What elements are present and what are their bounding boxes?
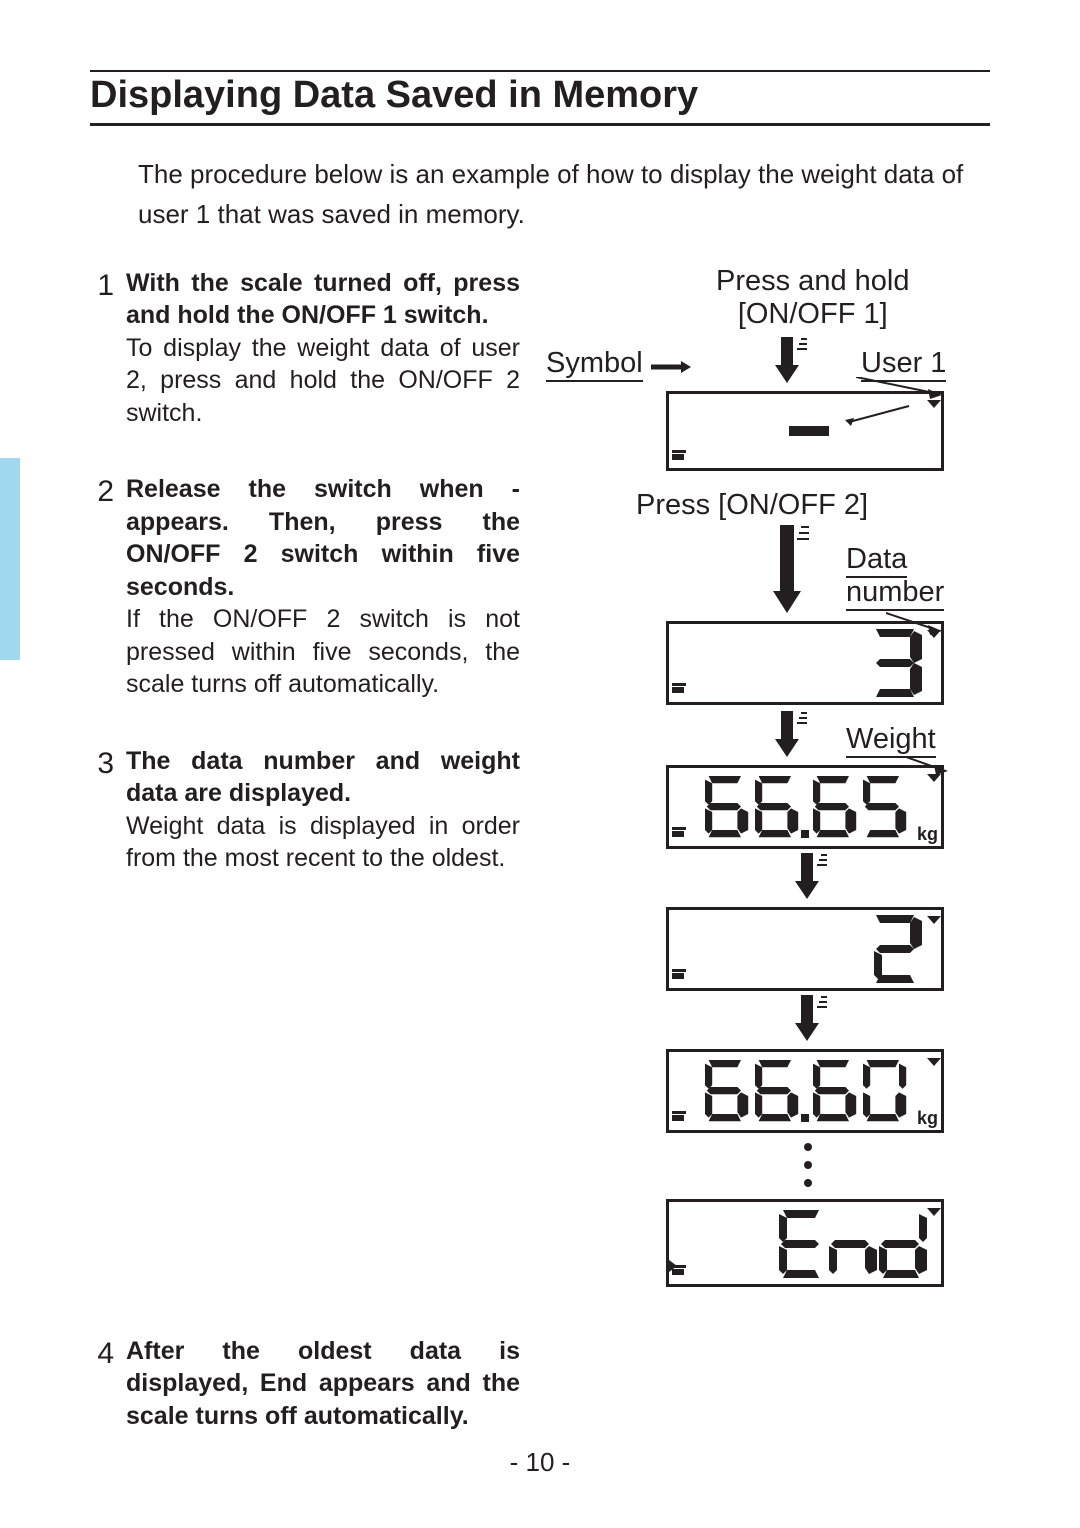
section-title: Displaying Data Saved in Memory [90,74,990,126]
down-arrow-icon [771,337,811,385]
step-3: 3 The data number and weight data are di… [90,745,520,875]
label-text: Press and hold [716,265,909,297]
page-content: Displaying Data Saved in Memory The proc… [0,0,1080,1516]
step-desc: Weight data is displayed in order from t… [126,812,520,873]
diagram-column: Press and hold [ON/OFF 1] Symbol [546,267,990,1477]
step-body: Release the switch when - appears. Then,… [126,473,520,701]
label-data-number: Data number [846,543,944,609]
label-press-hold: Press and hold [ON/OFF 1] [716,265,909,331]
step-number: 3 [90,745,114,875]
content-row: 1 With the scale turned off, press and h… [90,267,990,1477]
pointer-line-icon [856,377,956,407]
label-text: [ON/OFF 1] [738,298,888,330]
pointer-line-icon [906,755,956,779]
step-2: 2 Release the switch when - appears. The… [90,473,520,701]
pointer-line-icon [886,611,956,641]
step-body: The data number and weight data are disp… [126,745,520,875]
lcd-end [666,1199,944,1287]
step-4: 4 After the oldest data is displayed, En… [90,1335,520,1433]
step-body: After the oldest data is displayed, End … [126,1335,520,1433]
step-body: With the scale turned off, press and hol… [126,267,520,430]
ellipsis-icon [802,1141,814,1191]
lcd-weight-1: kg [666,765,944,849]
step-head: Release the switch when - appears. Then,… [126,475,520,601]
down-arrow-icon [791,853,831,901]
down-arrow-icon [771,711,811,759]
label-weight: Weight [846,723,936,756]
steps-column: 1 With the scale turned off, press and h… [90,267,520,1477]
arrow-right-icon [651,359,691,375]
svg-text:kg: kg [917,1108,938,1128]
label-text: Data [846,543,907,578]
down-arrow-icon [771,525,815,615]
step-head: After the oldest data is displayed, End … [126,1337,520,1430]
step-desc: To display the weight data of user 2, pr… [126,334,520,427]
page-number: - 10 - [0,1447,1080,1478]
label-press-onoff2: Press [ON/OFF 2] [636,489,868,522]
label-text: number [846,576,944,611]
label-text: Symbol [546,347,643,382]
intro-text: The procedure below is an example of how… [90,154,990,235]
down-arrow-icon [791,995,831,1043]
diagram: Press and hold [ON/OFF 1] Symbol [546,267,990,1427]
lcd-weight-2: kg [666,1049,944,1133]
side-tab [0,458,20,660]
svg-text:kg: kg [917,824,938,844]
step-1: 1 With the scale turned off, press and h… [90,267,520,430]
top-rule [90,70,990,72]
step-number: 2 [90,473,114,701]
step-number: 4 [90,1335,114,1433]
label-user1: User 1 [861,347,946,380]
step-head: The data number and weight data are disp… [126,747,520,808]
step-head: With the scale turned off, press and hol… [126,269,520,330]
step-number: 1 [90,267,114,430]
lcd-two [666,907,944,991]
label-symbol: Symbol [546,347,643,380]
label-text: Weight [846,723,936,758]
step-desc: If the ON/OFF 2 switch is not pressed wi… [126,605,520,698]
